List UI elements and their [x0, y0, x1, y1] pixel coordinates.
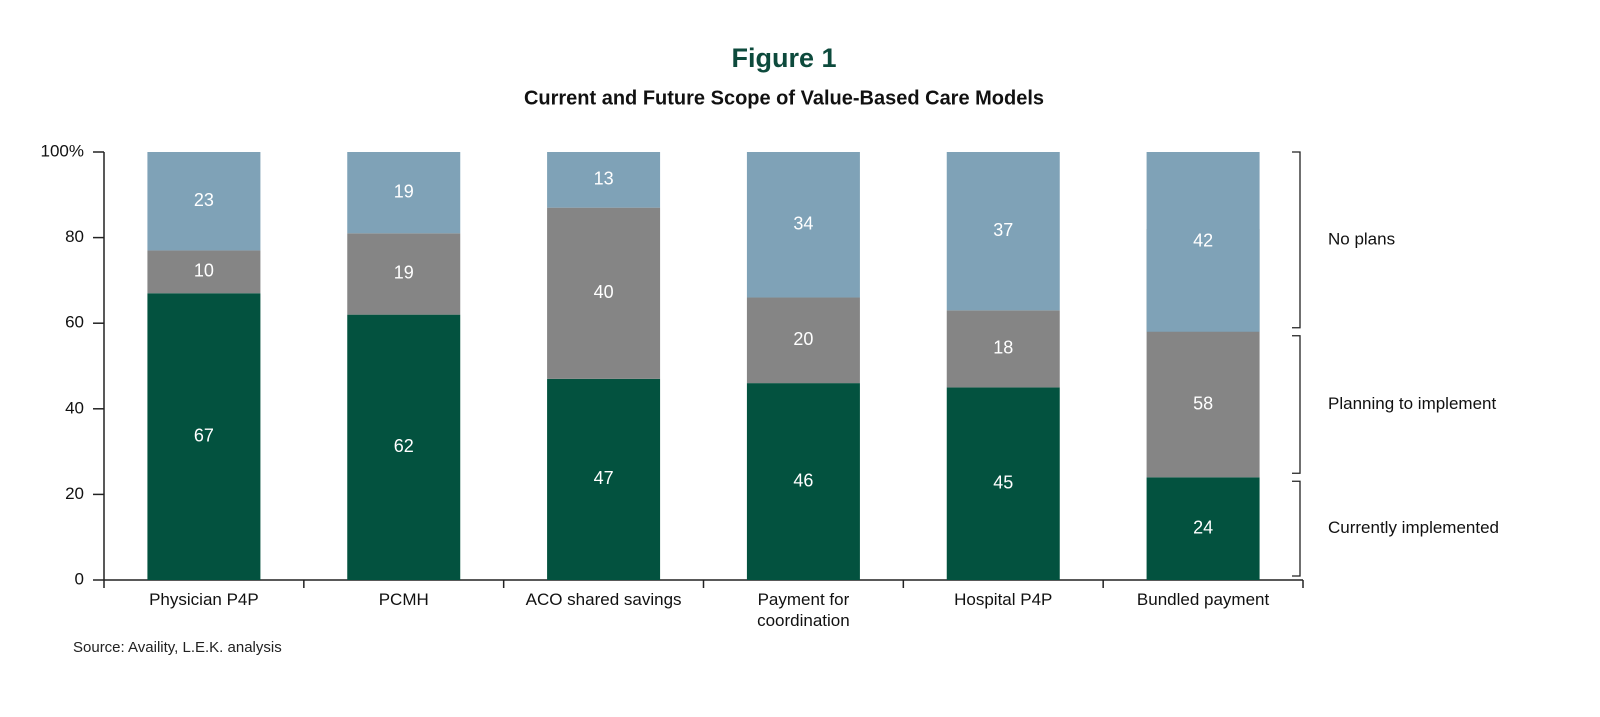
value-label: 58 [1193, 393, 1213, 413]
bar-segment [1146, 477, 1260, 580]
value-label: 62 [394, 436, 414, 456]
value-label: 45 [993, 472, 1013, 492]
bar-segment [147, 250, 261, 294]
legend-label: Currently implemented [1328, 518, 1499, 537]
bar-segment [347, 233, 461, 315]
bar-segment [746, 383, 860, 580]
value-label: 24 [1193, 517, 1213, 537]
x-tick-label: Hospital P4P [954, 590, 1053, 609]
value-label: 46 [793, 470, 813, 490]
x-tick-label: Bundled payment [1136, 590, 1270, 609]
value-label: 47 [594, 468, 614, 488]
bar-segment [347, 152, 461, 234]
chart-title: Figure 1 [731, 43, 836, 73]
value-label: 20 [793, 329, 813, 349]
y-tick-label: 40 [65, 398, 84, 417]
x-tick-label: ACO shared savings [525, 590, 682, 609]
y-tick-label: 100% [41, 141, 84, 160]
value-label: 19 [394, 181, 414, 201]
bar-segment [946, 152, 1060, 311]
x-tick-label: Physician P4P [149, 590, 259, 609]
bar-segment [547, 207, 661, 379]
y-tick-label: 80 [65, 227, 84, 246]
y-tick-label: 60 [65, 313, 84, 332]
legend-bracket [1292, 480, 1301, 577]
value-label: 37 [993, 220, 1013, 240]
y-tick-label: 20 [65, 484, 84, 503]
bar-segment [946, 387, 1060, 580]
value-label: 13 [594, 169, 614, 189]
value-label: 18 [993, 338, 1013, 358]
bar-segment [1146, 152, 1260, 332]
value-label: 34 [793, 214, 813, 234]
legend-bracket [1292, 151, 1301, 329]
bar-segment [547, 152, 661, 208]
value-label: 42 [1193, 231, 1213, 251]
bar-segment [946, 310, 1060, 388]
x-tick-label: PCMH [378, 590, 429, 609]
bar-segment [746, 152, 860, 298]
source-note: Source: Availity, L.E.K. analysis [73, 639, 282, 656]
y-tick-label: 0 [75, 569, 84, 588]
value-label: 10 [194, 261, 214, 281]
bar-segment [547, 378, 661, 580]
bar-segment [347, 314, 461, 580]
value-label: 67 [194, 425, 214, 445]
chart-subtitle: Current and Future Scope of Value-Based … [524, 87, 1044, 109]
legend-label: No plans [1328, 229, 1395, 248]
bar-segment [746, 297, 860, 384]
value-label: 40 [594, 282, 614, 302]
x-tick-label: Payment for coordination [757, 590, 850, 630]
value-label: 19 [394, 263, 414, 283]
legend-label: Planning to implement [1328, 394, 1496, 413]
legend-bracket [1292, 335, 1301, 474]
bar-segment [147, 152, 261, 251]
value-label: 23 [194, 190, 214, 210]
bar-segment [147, 293, 261, 580]
